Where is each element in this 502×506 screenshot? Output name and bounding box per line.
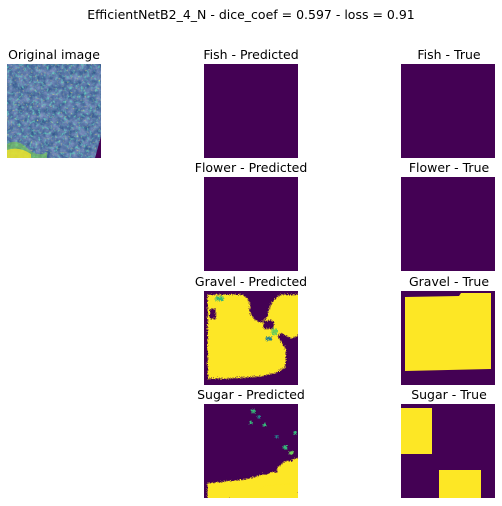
flower-pred-panel (204, 177, 298, 271)
gravel-pred-panel (204, 291, 298, 385)
flower-true-panel (401, 177, 495, 271)
sugar-pred-mask (206, 408, 298, 498)
figure-suptitle: EfficientNetB2_4_N - dice_coef = 0.597 -… (87, 7, 415, 22)
sugar-true-title: Sugar - True (411, 387, 487, 402)
sugar-true-panel (401, 404, 495, 498)
original-image-panel (7, 64, 101, 158)
original-image-title: Original image (8, 47, 100, 62)
fish-pred-title: Fish - Predicted (203, 47, 299, 62)
sugar-pred-panel (204, 404, 298, 498)
fish-pred-panel (204, 64, 298, 158)
fish-true-panel (401, 64, 495, 158)
gravel-true-panel (401, 291, 495, 385)
fish-true-title: Fish - True (417, 47, 481, 62)
flower-pred-mask (204, 177, 298, 271)
sugar-pred-title: Sugar - Predicted (197, 387, 305, 402)
flower-true-mask (401, 177, 495, 271)
gravel-pred-mask (206, 293, 298, 377)
original-image-content (7, 64, 101, 158)
sugar-true-mask-top-left (401, 408, 432, 454)
flower-true-title: Flower - True (408, 160, 490, 175)
fish-true-mask (401, 64, 495, 158)
flower-pred-title: Flower - Predicted (194, 160, 308, 175)
sugar-true-mask-bottom-right (439, 470, 481, 498)
gravel-pred-title: Gravel - Predicted (194, 274, 308, 289)
fish-pred-mask (204, 64, 298, 158)
gravel-true-mask (405, 293, 491, 371)
gravel-true-title: Gravel - True (408, 274, 490, 289)
